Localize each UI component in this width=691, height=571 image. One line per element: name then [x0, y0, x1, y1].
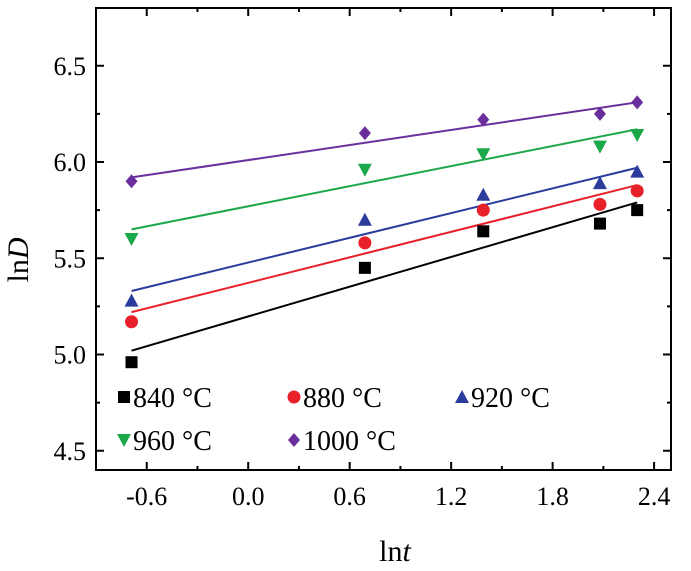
y-tick-label: 6.0	[54, 148, 87, 177]
data-point	[476, 187, 491, 201]
legend-item: 960 °C	[117, 426, 212, 457]
legend-item: 920 °C	[455, 383, 550, 414]
x-tick-label: 1.8	[536, 482, 569, 511]
legend-label: 920 °C	[471, 383, 550, 414]
y-tick-label: 5.0	[54, 341, 87, 370]
y-tick-label: 4.5	[54, 437, 87, 466]
y-tick-label: 6.5	[54, 52, 87, 81]
x-tick-label: 0.6	[333, 482, 366, 511]
legend-marker	[117, 434, 131, 447]
data-point	[476, 203, 490, 217]
data-point	[477, 225, 490, 238]
data-point	[592, 176, 607, 190]
data-point	[125, 356, 138, 369]
data-point	[124, 293, 139, 307]
fit-line	[131, 201, 638, 352]
legend-item: 1000 °C	[288, 426, 396, 457]
data-point	[630, 164, 645, 178]
data-point	[358, 261, 371, 274]
fit-line	[131, 128, 638, 231]
data-point	[125, 174, 138, 189]
fit-line	[131, 184, 638, 314]
data-point	[593, 217, 606, 230]
legend-label: 1000 °C	[303, 426, 396, 457]
x-tick-label: 1.2	[435, 482, 468, 511]
data-point	[593, 106, 606, 121]
y-axis-title-variable: D	[2, 237, 35, 260]
fit-line	[131, 101, 638, 179]
legend: 840 °C 880 °C 920 °C 960 °C 1000 °C	[117, 383, 550, 457]
data-point	[358, 126, 371, 141]
x-axis-title-variable: t	[403, 535, 412, 568]
data-point	[630, 184, 644, 198]
fit-line	[131, 166, 638, 292]
x-tick-label: 0.0	[232, 482, 265, 511]
y-tick-label: 5.5	[54, 244, 87, 273]
data-point	[477, 112, 490, 127]
data-point	[357, 212, 372, 226]
x-tick-label: -0.6	[126, 482, 167, 511]
data-point	[593, 197, 607, 211]
legend-label: 880 °C	[303, 383, 382, 414]
legend-marker	[455, 390, 469, 403]
tick-labels: -0.6 0.0 0.6 1.2 1.8 2.4 4.5 5.0 5.5 6.0 6.5	[54, 52, 671, 511]
legend-label: 960 °C	[133, 426, 212, 457]
data-point	[125, 315, 139, 329]
legend-marker	[287, 390, 301, 404]
data-point	[124, 233, 139, 246]
data-point	[592, 140, 607, 154]
data-markers	[124, 95, 645, 369]
fit-lines	[131, 101, 638, 352]
legend-item: 840 °C	[118, 383, 212, 414]
data-point	[357, 163, 372, 177]
data-point	[358, 236, 372, 250]
legend-marker	[288, 433, 300, 447]
y-axis-title: lnD	[2, 237, 35, 282]
x-tick-label: 2.4	[638, 482, 671, 511]
legend-label: 840 °C	[133, 383, 212, 414]
plot-frame	[95, 7, 672, 471]
data-point	[630, 129, 645, 143]
data-point	[476, 148, 491, 162]
data-point	[631, 95, 644, 110]
legend-item: 880 °C	[287, 383, 382, 414]
data-point	[631, 204, 644, 217]
axis-ticks	[96, 8, 671, 470]
x-axis-title: lnt	[379, 535, 411, 568]
legend-marker	[118, 391, 130, 403]
